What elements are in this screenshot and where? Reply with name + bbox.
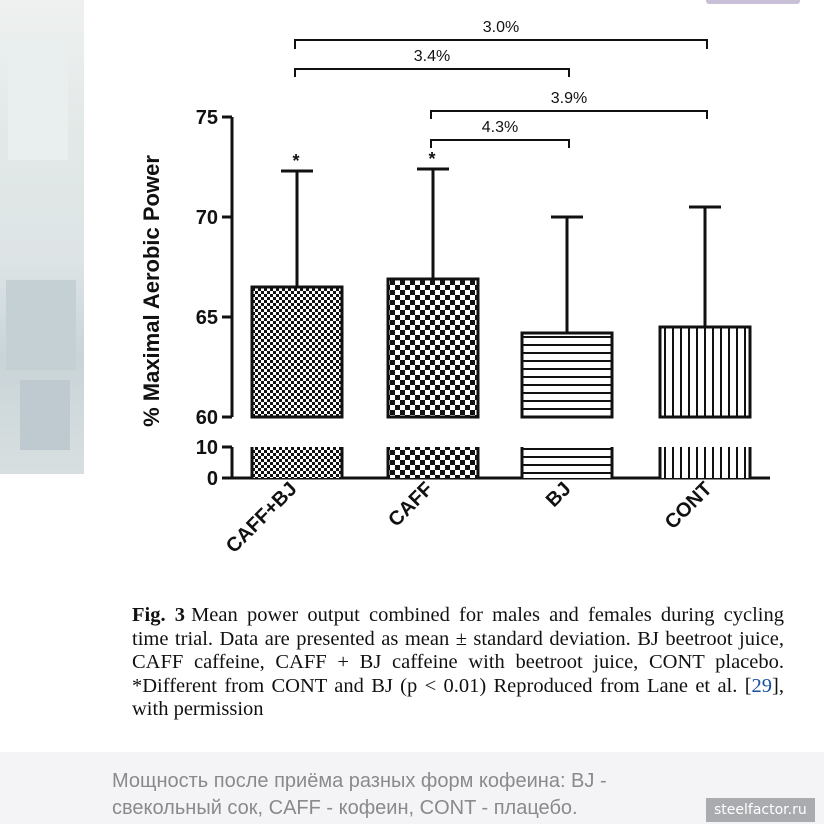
bar-caff-upper (386, 277, 480, 419)
bar-cont-upper (658, 325, 752, 419)
y-tick-label: 75 (196, 107, 218, 129)
bar-caff-bj-upper (250, 285, 344, 419)
y-tick-label: 10 (196, 437, 218, 459)
x-axis-labels: CAFF+BJ CAFF BJ CONT (222, 478, 717, 558)
comparison-label: 4.3% (482, 119, 518, 136)
comparison-label: 3.0% (483, 19, 519, 36)
bars-group: * * (250, 149, 752, 478)
y-tick-label: 65 (196, 307, 218, 329)
y-tick-label: 60 (196, 407, 218, 429)
x-tick-label: BJ (542, 478, 576, 512)
significance-star: * (292, 151, 299, 171)
bar-bj-lower (522, 447, 612, 478)
bar-caff-lower (388, 447, 478, 478)
figure-label: Fig. 3 (132, 604, 186, 626)
bar-cont-lower (660, 447, 750, 478)
comparison-bracket (294, 39, 708, 49)
y-axis-label: % Maximal Aerobic Power (139, 155, 164, 427)
x-tick-label: CONT (661, 478, 717, 534)
x-tick-label: CAFF+BJ (222, 478, 302, 558)
x-tick-label: CAFF (384, 478, 437, 531)
background-photo (0, 0, 84, 474)
top-accent-bar (706, 0, 800, 4)
comparison-bracket (294, 68, 570, 77)
russian-subcaption: Мощность после приёма разных форм кофеин… (112, 770, 607, 819)
y-tick-label: 70 (196, 207, 218, 229)
significance-star: * (428, 149, 435, 169)
comparison-bracket (430, 139, 570, 148)
bar-bj-upper (520, 331, 614, 419)
site-watermark: steelfactor.ru (706, 798, 815, 822)
y-tick-label: 0 (207, 468, 218, 490)
caption-background (0, 752, 824, 824)
comparison-label: 3.9% (551, 90, 587, 107)
bar-caff-bj-lower (252, 447, 342, 478)
comparison-brackets: 3.0% 3.4% 3.9% 4.3% (294, 19, 708, 148)
caption-text-end: ], with permission (132, 674, 784, 721)
caption-text: Mean power output combined for males and… (132, 604, 785, 697)
reference-link[interactable]: 29 (751, 674, 773, 697)
comparison-label: 3.4% (414, 48, 450, 65)
figure-caption: Fig. 3 Mean power output combined for mal… (132, 604, 784, 722)
comparison-bracket (430, 110, 708, 119)
